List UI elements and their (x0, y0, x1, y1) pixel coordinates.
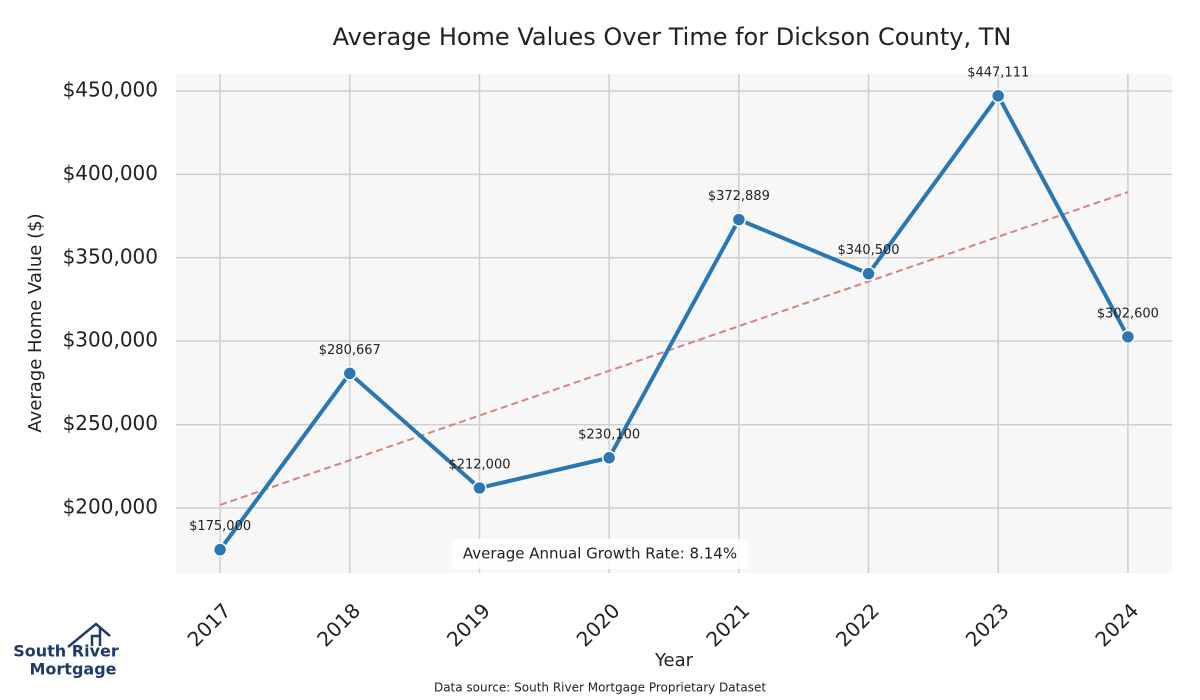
y-tick-label: $300,000 (63, 328, 158, 352)
y-tick-label: $350,000 (63, 244, 158, 268)
data-label: $372,889 (708, 189, 770, 204)
data-point (1120, 329, 1136, 345)
chart-title: Average Home Values Over Time for Dickso… (333, 23, 1012, 51)
data-point (212, 542, 228, 557)
x-tick-label: 2022 (831, 598, 884, 651)
source-note: Data source: South River Mortgage Propri… (434, 681, 766, 695)
data-label: $302,600 (1097, 306, 1159, 321)
x-tick-label: 2020 (572, 598, 625, 651)
x-axis-label: Year (654, 650, 694, 671)
logo-icon (67, 622, 111, 648)
annotation-box (452, 539, 748, 569)
x-tick-label: 2023 (961, 598, 1014, 651)
data-label: $212,000 (448, 457, 510, 472)
data-label: $230,100 (578, 427, 640, 442)
data-label: $447,111 (967, 65, 1029, 80)
data-line (218, 93, 1130, 551)
plot-area (176, 74, 1172, 573)
data-label: $280,667 (319, 343, 381, 358)
x-tick-label: 2021 (701, 598, 754, 651)
x-tick-label: 2017 (183, 598, 236, 651)
data-point (472, 480, 487, 496)
logo-text: South River (13, 642, 119, 661)
data-point (731, 212, 747, 227)
x-tick-label: 2024 (1090, 598, 1143, 651)
y-axis-label: Average Home Value ($) (25, 213, 46, 432)
data-point (990, 88, 1006, 104)
y-tick-label: $450,000 (63, 78, 158, 102)
data-point (861, 266, 876, 281)
y-tick-label: $400,000 (63, 161, 158, 185)
logo-text: Mortgage (29, 660, 116, 679)
data-point (342, 366, 358, 381)
y-tick-label: $250,000 (63, 411, 158, 435)
data-point (601, 450, 617, 466)
data-label: $175,000 (189, 519, 251, 534)
y-tick-label: $200,000 (63, 494, 158, 518)
x-tick-label: 2019 (442, 598, 495, 651)
x-tick-label: 2018 (312, 598, 365, 651)
data-label: $340,500 (838, 243, 900, 258)
trend-line (219, 191, 1129, 506)
annotation: Average Annual Growth Rate: 8.14% (463, 545, 737, 563)
